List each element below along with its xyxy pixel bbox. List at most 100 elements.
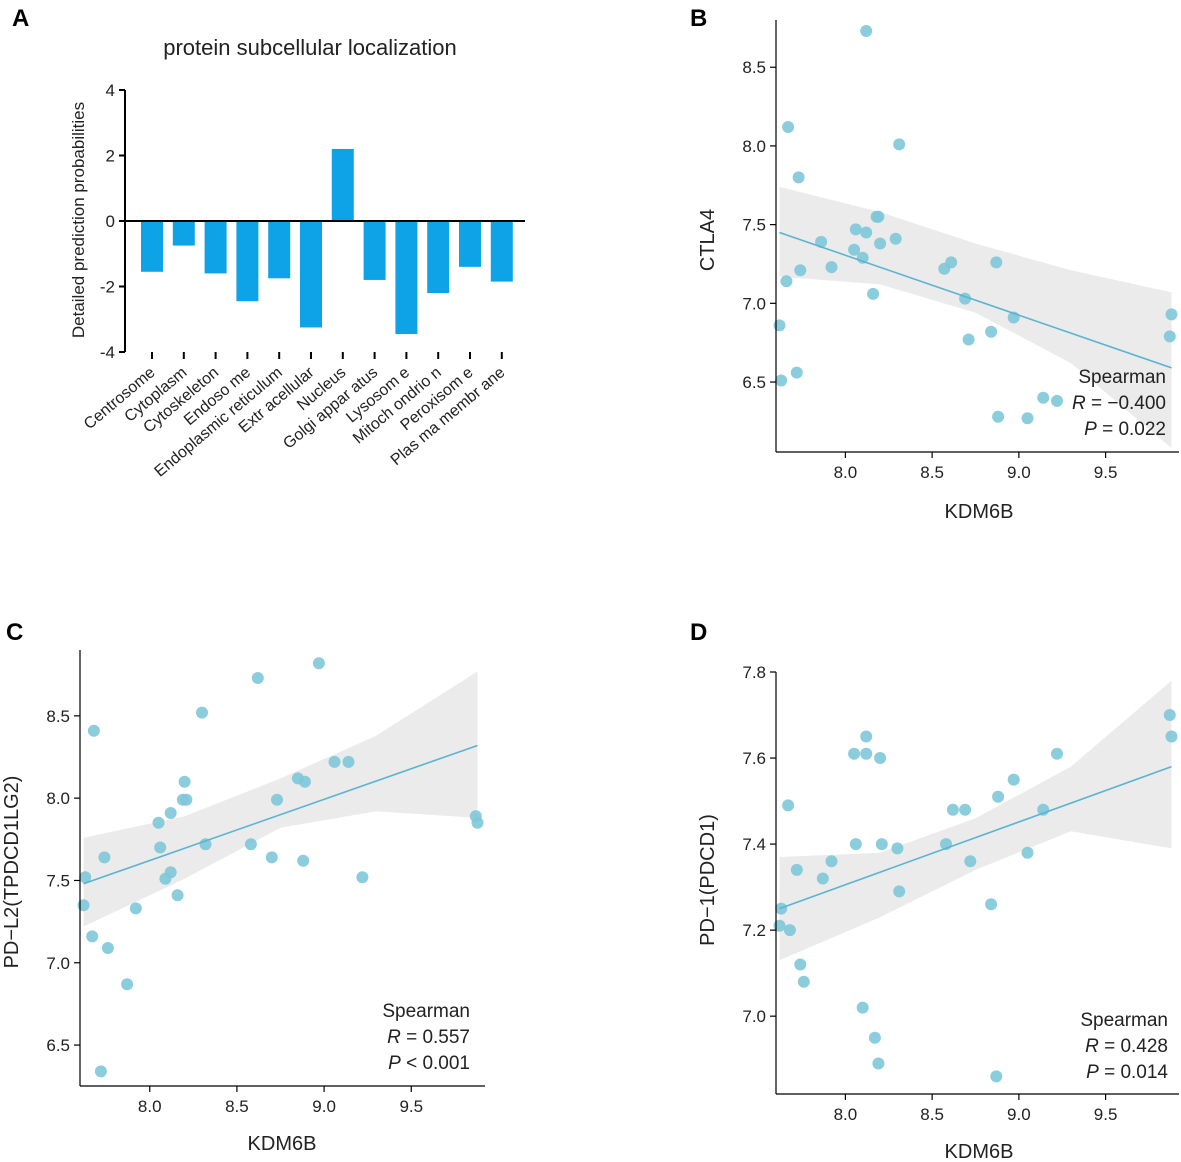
scatter-d-point: [1051, 747, 1063, 760]
scatter-b-point: [815, 235, 828, 248]
scatter-d-stat-p: P = 0.014: [1086, 1062, 1168, 1083]
scatter-b-point: [872, 210, 885, 223]
scatter-b-point: [790, 366, 803, 379]
scatter-d-r-value: = 0.428: [1104, 1036, 1168, 1057]
scatter-d-stat-method: Spearman: [1080, 1010, 1168, 1031]
scatter-d-plot: 7.0 7.2 7.4 7.6 7.8 8.0 8.5 9.0 9.5: [742, 663, 1179, 1124]
scatter-c-y-tick-label: 6.5: [46, 1036, 70, 1055]
scatter-d-y-tick-label: 7.6: [742, 749, 766, 768]
scatter-d-x-tick-label: 8.5: [920, 1105, 944, 1124]
scatter-c-x-tick-label: 8.0: [138, 1097, 162, 1116]
panel-label-c: C: [6, 619, 23, 646]
scatter-c-point: [244, 838, 257, 851]
scatter-d-y-tick-label: 7.0: [742, 1007, 766, 1026]
scatter-b-y-tick-label: 8.5: [742, 58, 766, 77]
scatter-c-point: [180, 793, 193, 806]
scatter-d-point: [891, 842, 904, 855]
scatter-d-point: [848, 747, 861, 760]
scatter-d-point: [782, 799, 795, 812]
scatter-c-stat-r: R = 0.557: [387, 1027, 470, 1048]
scatter-b-x-tick-label: 8.5: [920, 463, 944, 482]
bar-peroxisome: [459, 221, 481, 267]
scatter-d-point: [964, 855, 977, 868]
scatter-c-point: [77, 899, 90, 912]
scatter-c-point: [98, 851, 111, 864]
scatter-b-x-label: KDM6B: [945, 501, 1014, 523]
scatter-c-point: [265, 851, 278, 864]
scatter-c-y-tick-label: 7.5: [46, 871, 70, 890]
bar-chart-y-axis: -4 -2 0 2 4: [100, 81, 126, 362]
scatter-c-y-tick-label: 7.0: [46, 954, 70, 973]
scatter-c-point: [271, 793, 283, 806]
panel-d-scatter: PD−1(PDCD1) KDM6B 7.0 7.2 7.4 7.6 7.8 8.0 8.5 9…: [697, 663, 1179, 1162]
scatter-c-point: [87, 724, 100, 737]
scatter-c-point: [298, 775, 311, 788]
scatter-c-x-tick-label: 8.5: [225, 1097, 249, 1116]
scatter-d-point: [860, 747, 873, 760]
scatter-c-point: [152, 816, 165, 829]
scatter-c-point: [94, 1065, 107, 1078]
bar-chart-y-tick-label: -2: [100, 278, 115, 297]
scatter-b-point: [780, 275, 793, 288]
scatter-b-point: [775, 374, 788, 387]
scatter-b-point: [782, 121, 795, 133]
scatter-d-point: [868, 1031, 881, 1044]
scatter-b-point: [860, 25, 873, 37]
bar-cytoplasm: [172, 221, 195, 246]
bar-chart-y-tick-label: 0: [106, 212, 115, 231]
scatter-b-point: [889, 232, 902, 245]
scatter-d-point: [874, 752, 887, 764]
scatter-d-y-tick-label: 7.8: [742, 663, 766, 682]
scatter-b-point: [1037, 391, 1050, 404]
scatter-b-point: [1163, 330, 1176, 343]
scatter-d-point: [783, 924, 796, 937]
scatter-b-confidence-band: [779, 186, 1172, 449]
scatter-c-stat-p: P < 0.001: [388, 1053, 470, 1074]
scatter-b-point: [992, 410, 1005, 423]
scatter-b-point: [794, 264, 807, 277]
scatter-c-point: [178, 775, 191, 788]
bar-extracellular: [300, 221, 322, 328]
bar-lysosome: [395, 221, 418, 334]
scatter-c-x-tick-label: 9.0: [312, 1097, 336, 1116]
panel-label-b: B: [690, 5, 707, 32]
bar-chart-y-label: Detailed prediction probabilities: [69, 102, 88, 338]
scatter-d-point: [992, 790, 1005, 803]
scatter-b-point: [893, 138, 906, 151]
scatter-d-p-value: = 0.014: [1104, 1062, 1168, 1083]
scatter-d-point: [825, 855, 838, 868]
scatter-b-plot: 6.5 7.0 7.5 8.0 8.5 8.0 8.5 9.0 9.5: [742, 20, 1179, 482]
scatter-c-point: [171, 889, 184, 902]
scatter-b-point: [849, 223, 862, 236]
scatter-b-y-label: CTLA4: [697, 209, 719, 271]
scatter-d-point: [893, 885, 906, 898]
bar-chart-title: protein subcellular localization: [163, 35, 457, 60]
scatter-c-x-tick-label: 9.5: [399, 1097, 423, 1116]
scatter-b-point: [1021, 412, 1034, 425]
bar-centrosome: [141, 221, 163, 272]
scatter-d-point: [985, 898, 998, 911]
panel-label-d: D: [690, 619, 707, 646]
bar-golgi-apparatus: [363, 221, 386, 280]
scatter-b-point: [1051, 394, 1063, 407]
bar-chart-y-tick-label: 4: [106, 81, 115, 100]
scatter-d-stat-r: R = 0.428: [1085, 1036, 1168, 1057]
scatter-b-point: [860, 226, 873, 239]
scatter-d-x-label: KDM6B: [945, 1141, 1014, 1162]
scatter-c-point: [164, 807, 177, 819]
scatter-b-point: [1165, 308, 1178, 321]
scatter-d-r-symbol: R: [1085, 1036, 1099, 1057]
scatter-d-point: [1021, 846, 1034, 859]
scatter-b-point: [773, 319, 786, 332]
scatter-b-point: [848, 243, 861, 256]
scatter-b-r-value: = −0.400: [1091, 393, 1166, 414]
scatter-c-point: [164, 866, 177, 879]
scatter-b-x-tick-label: 9.0: [1007, 463, 1031, 482]
scatter-b-point: [792, 171, 805, 184]
scatter-c-point: [79, 871, 92, 884]
bar-endoplasmic-reticulum: [268, 221, 291, 279]
scatter-d-point: [849, 838, 862, 851]
scatter-b-point: [962, 333, 975, 346]
bar-mitochondrion: [427, 221, 450, 294]
